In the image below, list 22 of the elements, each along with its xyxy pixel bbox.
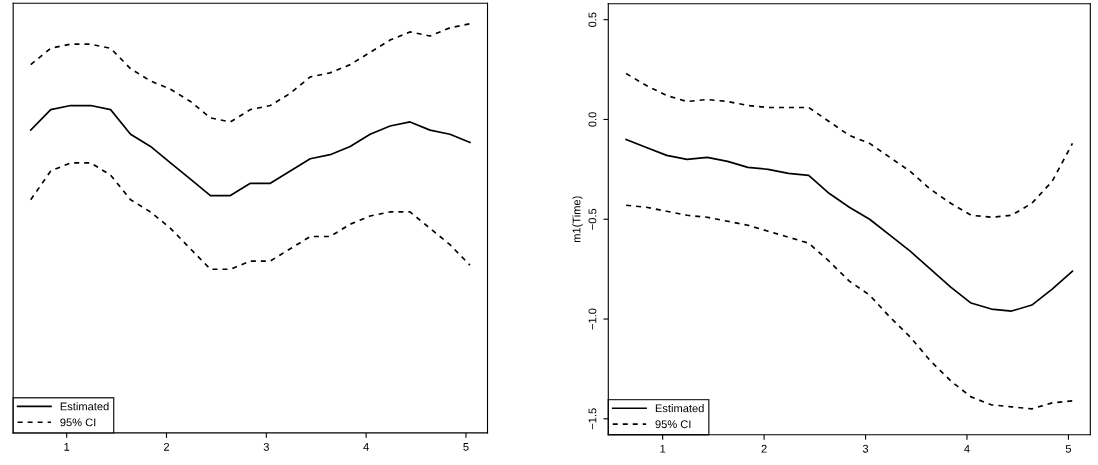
x-tick-label: 2 [761, 444, 767, 453]
y-tick-label: 0.0 [588, 112, 597, 127]
x-tick-label: 3 [862, 444, 869, 453]
line-series [625, 138, 1074, 312]
x-tick-label: 5 [1065, 444, 1072, 453]
y-tick-label: −0.5 [588, 208, 597, 230]
legend-label: Estimated [60, 402, 109, 411]
legend-label: Estimated [655, 404, 704, 413]
y-axis-title: m1(Time) [572, 196, 583, 243]
x-tick-label: 2 [163, 442, 170, 451]
line-series [625, 72, 1074, 219]
x-tick-label: 1 [660, 444, 666, 453]
x-tick-label: 5 [463, 443, 469, 451]
x-tick-label: 4 [964, 444, 970, 453]
legend-label: 95% CI [60, 418, 96, 427]
legend-label: 95% CI [655, 420, 691, 429]
y-tick-label: 0.5 [588, 12, 597, 27]
x-tick-label: 3 [263, 442, 269, 451]
x-tick-label: 1 [64, 443, 70, 451]
y-tick-label: −1.5 [588, 408, 597, 430]
x-tick-label: 4 [363, 443, 369, 451]
y-tick-label: −1.0 [588, 308, 597, 330]
